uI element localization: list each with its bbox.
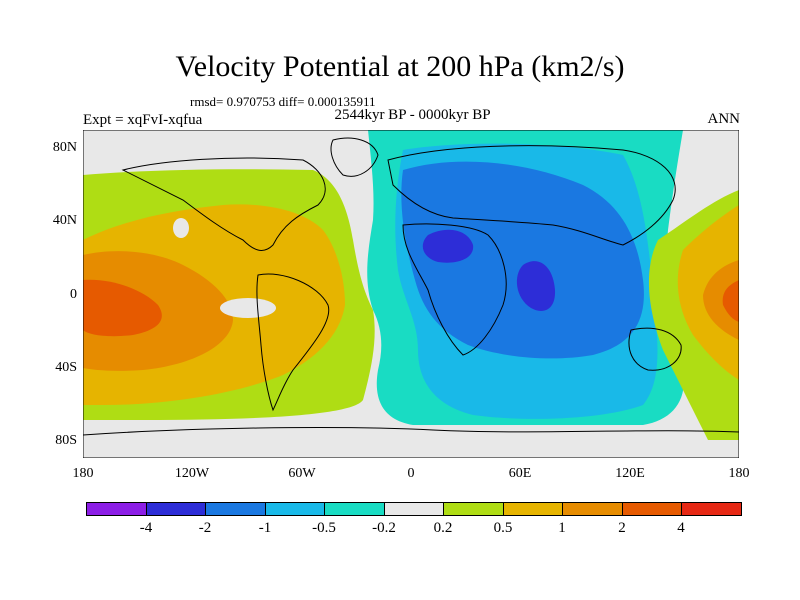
- colorbar-swatch: [384, 503, 445, 515]
- experiment-label: Expt = xqFvI-xqfua: [83, 112, 203, 128]
- colorbar-swatch: [265, 503, 326, 515]
- colorbar-swatch: [146, 503, 207, 515]
- lon-label-180e: 180: [728, 466, 750, 481]
- velocity-potential-map: [83, 130, 739, 458]
- coastlines: [83, 137, 739, 436]
- colorbar-label: -0.5: [312, 520, 336, 536]
- negative-region-blue: [401, 161, 644, 359]
- lat-label-80s: 80S: [55, 433, 77, 448]
- coast-greenland: [330, 137, 379, 177]
- colorbar-label: -4: [139, 520, 153, 536]
- colorbar-swatch: [563, 503, 623, 515]
- season-label: ANN: [707, 111, 741, 127]
- colorbar-label: -1: [258, 520, 272, 536]
- colorbar-swatch: [503, 503, 564, 515]
- colorbar-label: 0.2: [433, 520, 453, 536]
- lon-label-120w: 120W: [174, 466, 210, 481]
- positive-region-east-3: [703, 260, 739, 340]
- coast-antarctica: [83, 427, 739, 436]
- lat-label-40n: 40N: [52, 213, 77, 228]
- coast-africa: [402, 223, 507, 356]
- lat-label-40s: 40S: [55, 360, 77, 375]
- chart-title: Velocity Potential at 200 hPa (km2/s): [175, 50, 625, 83]
- colorbar-label: -0.2: [372, 520, 396, 536]
- lat-label-0: 0: [70, 287, 77, 302]
- negative-region-deep-2: [516, 261, 556, 311]
- positive-region-west-4: [83, 279, 162, 337]
- positive-region-east-4: [722, 280, 739, 322]
- lon-label-60w: 60W: [288, 466, 316, 481]
- colorbar-label: 1: [558, 520, 566, 536]
- coast-eurasia: [387, 145, 676, 246]
- lon-label-60e: 60E: [508, 466, 532, 481]
- neutral-patch-southamerica: [220, 298, 276, 318]
- colorbar-swatch: [206, 503, 266, 515]
- period-label: 2544kyr BP - 0000kyr BP: [334, 107, 491, 123]
- colorbar-label: 4: [677, 520, 685, 536]
- colorbar: [86, 502, 742, 516]
- colorbar-label: 0.5: [493, 520, 513, 536]
- colorbar-label: -2: [198, 520, 212, 536]
- lon-label-0: 0: [407, 466, 415, 481]
- coast-australia: [628, 327, 682, 371]
- coast-south-america: [256, 273, 330, 412]
- colorbar-swatch: [682, 503, 742, 515]
- colorbar-swatch: [325, 503, 385, 515]
- neutral-patch-pacific: [173, 218, 189, 238]
- negative-region-deep: [422, 229, 474, 263]
- colorbar-swatch: [622, 503, 683, 515]
- lon-label-120e: 120E: [615, 466, 645, 481]
- lon-label-180w: 180: [72, 466, 94, 481]
- colorbar-label: 2: [618, 520, 626, 536]
- coast-north-america: [121, 157, 326, 251]
- colorbar-swatch: [87, 503, 147, 515]
- stats-text: rmsd= 0.970753 diff= 0.000135911: [190, 94, 376, 109]
- map-panel: [83, 130, 739, 458]
- lat-label-80n: 80N: [52, 140, 77, 155]
- colorbar-swatch: [444, 503, 504, 515]
